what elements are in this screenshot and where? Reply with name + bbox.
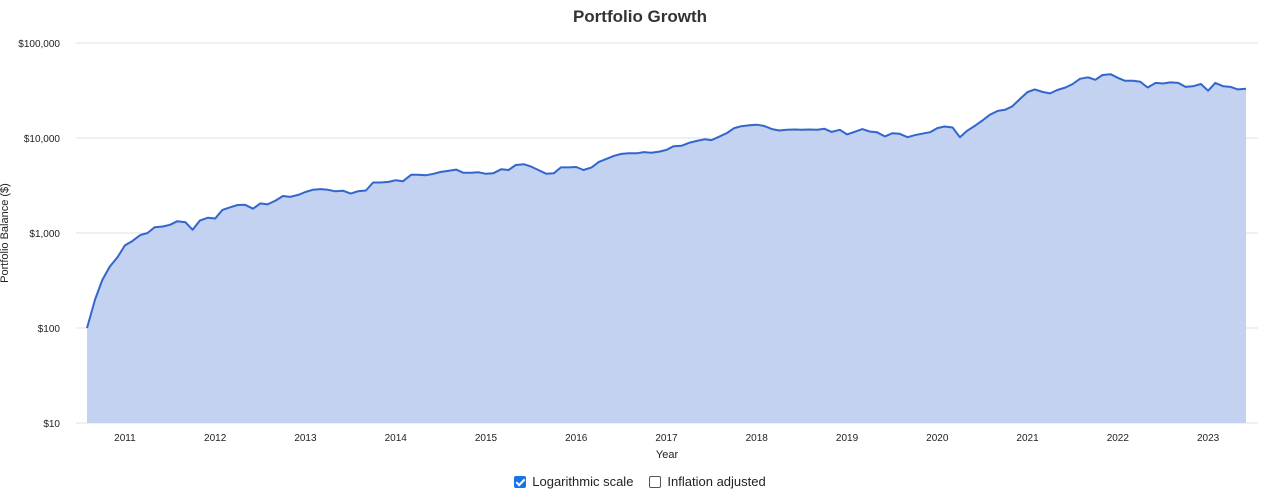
x-tick-label: 2023: [1197, 433, 1220, 444]
series-area: [87, 74, 1246, 423]
x-tick-label: 2013: [294, 433, 317, 444]
inflation-checkbox[interactable]: [649, 475, 662, 488]
x-tick-label: 2014: [385, 433, 408, 444]
y-axis-ticks: $100,000 $10,000 $1,000 $100 $10: [18, 39, 60, 430]
series-line: [86, 73, 1247, 329]
inflation-toggle[interactable]: Inflation adjusted: [649, 474, 766, 489]
inflation-label: Inflation adjusted: [667, 474, 766, 489]
y-tick-label: $100: [38, 324, 61, 335]
x-tick-label: 2019: [836, 433, 859, 444]
x-tick-label: 2012: [204, 433, 227, 444]
log-scale-checkbox[interactable]: [514, 475, 527, 488]
x-tick-label: 2011: [114, 433, 136, 444]
y-tick-label: $10: [43, 419, 60, 430]
x-tick-label: 2022: [1107, 433, 1130, 444]
y-tick-label: $100,000: [18, 39, 60, 50]
log-scale-toggle[interactable]: Logarithmic scale: [514, 474, 633, 489]
x-tick-label: 2018: [746, 433, 769, 444]
x-tick-label: 2015: [475, 433, 498, 444]
y-axis-label: Portfolio Balance ($): [0, 183, 11, 283]
log-scale-label: Logarithmic scale: [532, 474, 634, 489]
x-axis-ticks: 2011 2012 2013 2014 2015 2016 2017 2018 2019 2020…: [114, 433, 1219, 444]
x-tick-label: 2020: [926, 433, 949, 444]
x-tick-label: 2017: [655, 433, 678, 444]
y-tick-label: $10,000: [24, 134, 61, 145]
x-tick-label: 2021: [1016, 433, 1039, 444]
chart-controls: Logarithmic scale Inflation adjusted: [0, 474, 1280, 489]
x-axis-label: Year: [656, 449, 679, 461]
chart-title: Portfolio Growth: [572, 7, 708, 26]
x-tick-label: 2016: [565, 433, 588, 444]
portfolio-growth-chart: $100,000$10,000$1,000$100$10 2011 2012 201…: [0, 39, 1258, 461]
area-layer: [86, 73, 1247, 423]
y-tick-label: $1,000: [29, 229, 60, 240]
